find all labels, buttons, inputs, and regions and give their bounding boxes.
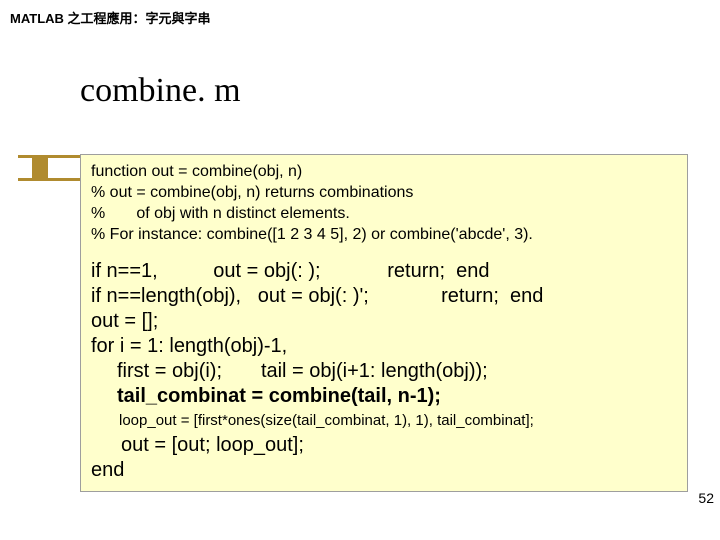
accent-bar-top — [18, 155, 82, 158]
code-line: end — [91, 458, 677, 483]
code-line: if n==1, out = obj(: ); return; end — [91, 259, 677, 284]
code-line: function out = combine(obj, n) — [91, 161, 677, 182]
page-number: 52 — [698, 490, 714, 506]
slide-title: combine. m — [80, 72, 241, 110]
code-line: if n==length(obj), out = obj(: )'; retur… — [91, 284, 677, 309]
code-line: % out = combine(obj, n) returns combinat… — [91, 182, 677, 203]
accent-block — [32, 158, 48, 178]
code-text: tail = obj(i+1: length(obj)); — [261, 360, 488, 382]
code-line: out = []; — [91, 309, 677, 334]
code-line: first = obj(i); tail = obj(i+1: length(o… — [91, 359, 677, 384]
code-line: % of obj with n distinct elements. — [91, 203, 677, 224]
code-text: out = [out; loop_out]; — [121, 434, 304, 456]
code-line: out = [out; loop_out]; — [91, 433, 677, 458]
code-line: tail_combinat = combine(tail, n-1); — [91, 384, 677, 409]
accent-bar-bottom — [18, 178, 82, 181]
header-note: MATLAB 之工程應用：字元與字串 — [10, 8, 211, 27]
code-line: for i = 1: length(obj)-1, — [91, 334, 677, 359]
slide-title-text: combine. m — [80, 72, 241, 109]
code-body-block: if n==1, out = obj(: ); return; end if n… — [91, 259, 677, 409]
code-box: function out = combine(obj, n) % out = c… — [80, 154, 688, 492]
code-small-line: loop_out = [first*ones(size(tail_combina… — [91, 411, 677, 431]
code-bold-line: tail_combinat = combine(tail, n-1); — [117, 385, 441, 407]
code-line: % For instance: combine([1 2 3 4 5], 2) … — [91, 224, 677, 245]
code-tail-block: out = [out; loop_out]; end — [91, 433, 677, 483]
code-text: first = obj(i); — [117, 360, 222, 382]
code-comment-block: function out = combine(obj, n) % out = c… — [91, 161, 677, 245]
